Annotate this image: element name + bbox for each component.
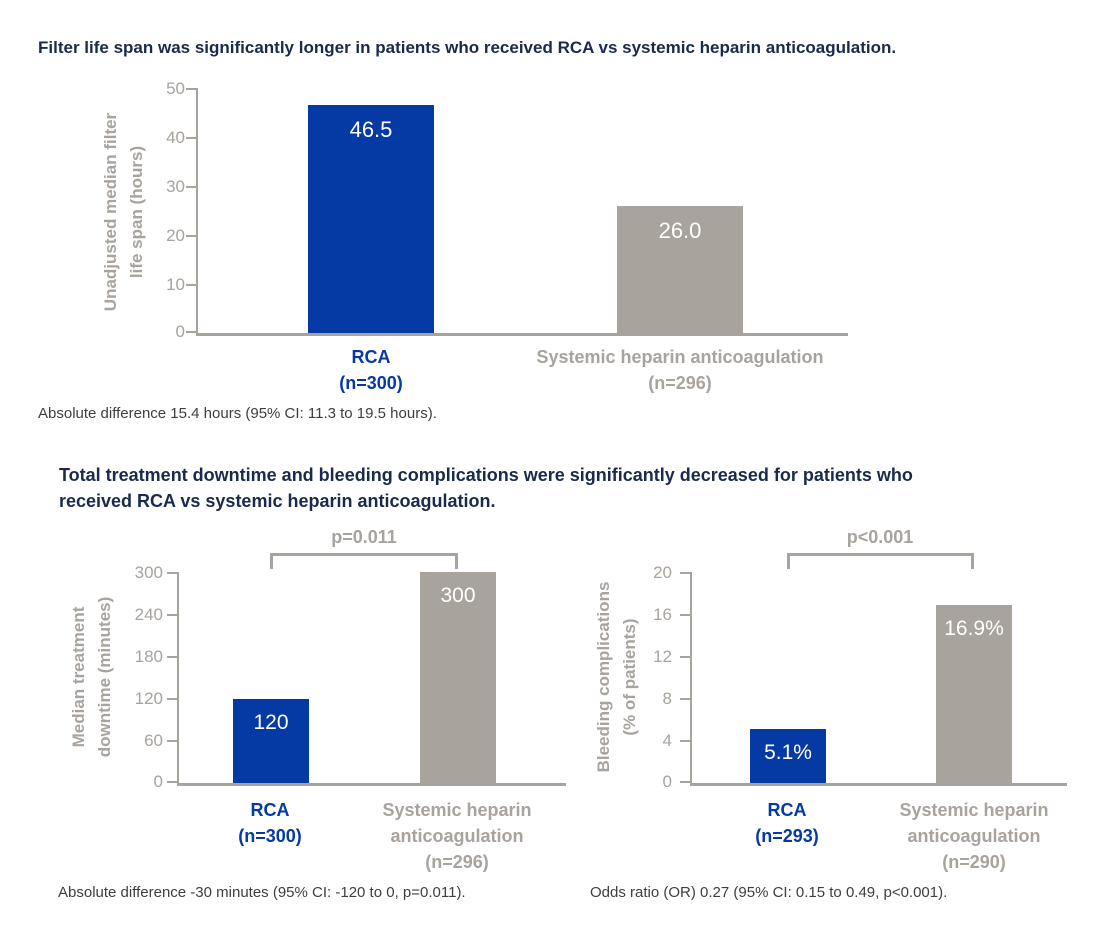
chart1-x-axis-line [196,333,848,336]
chart2-ytick-240: 240 [134,605,163,624]
chart3-tick-mark [680,572,690,574]
chart2-x-label-rca-line1: RCA [250,800,290,820]
chart1-x-label-heparin: Systemic heparin anticoagulation (n=296) [505,344,855,396]
chart1-tick-mark [186,137,196,139]
chart1-tick-mark [186,88,196,90]
chart2-y-axis-label-line2: downtime (minutes) [95,596,114,758]
chart3-tick-mark [680,698,690,700]
chart2-footnote: Absolute difference -30 minutes (95% CI:… [58,884,466,901]
chart3-ytick-4: 4 [662,731,672,750]
chart2-bar-heparin: 300 [420,572,496,783]
chart3-footnote: Odds ratio (OR) 0.27 (95% CI: 0.15 to 0.… [590,884,948,901]
chart1-bar-heparin: 26.0 [617,205,743,333]
chart3-tick-mark [680,781,690,783]
chart3-x-label-rca-line1: RCA [767,800,807,820]
chart1-tick-mark [186,186,196,188]
chart1-x-label-rca: RCA (n=300) [291,344,451,396]
chart2-ytick-60: 60 [144,731,163,750]
chart1-y-axis-label: Unadjusted median filter life span (hour… [98,82,152,342]
chart3-x-label-heparin-line2: anticoagulation [907,826,1041,846]
chart3-x-label-heparin-line1: Systemic heparin [899,800,1049,820]
chart3-significance-bracket [787,553,974,556]
chart2-bracket-left-end [270,553,273,569]
chart1-ytick-40: 40 [166,128,185,147]
chart2-ytick-300: 300 [134,563,163,582]
chart2-y-axis-line [177,572,179,786]
chart3-tick-mark [680,614,690,616]
chart1-bar-rca-value: 46.5 [349,117,393,143]
chart1-ytick-30: 30 [166,177,185,196]
chart2-bar-heparin-value: 300 [440,584,476,607]
chart2-x-label-heparin: Systemic heparin anticoagulation (n=296) [347,797,567,875]
chart1-ytick-50: 50 [166,79,185,98]
chart1-ytick-20: 20 [166,226,185,245]
chart3-x-label-heparin: Systemic heparin anticoagulation (n=290) [864,797,1084,875]
chart2-tick-mark [167,656,177,658]
chart2-x-label-heparin-line2: anticoagulation [390,826,524,846]
chart1-tick-mark [186,235,196,237]
chart2-bracket-right-end [455,553,458,569]
chart1-tick-mark [186,284,196,286]
chart1-tick-mark [186,331,196,333]
chart3-y-axis-line [690,572,692,786]
chart1-footnote: Absolute difference 15.4 hours (95% CI: … [38,405,437,422]
chart3-bar-rca: 5.1% [750,729,826,783]
chart3-x-label-rca: RCA (n=293) [707,797,867,849]
chart1-bar-heparin-value: 26.0 [658,217,702,243]
chart3-bar-rca-value: 5.1% [764,741,812,765]
chart2-tick-mark [167,781,177,783]
chart3-p-value: p<0.001 [846,527,914,547]
chart2-bar-rca-value: 120 [253,710,289,734]
chart2-y-axis-label-line1: Median treatment [69,606,88,748]
section2-heading: Total treatment downtime and bleeding co… [59,462,1089,514]
chart3-bar-heparin: 16.9% [936,604,1012,783]
chart2-x-label-rca-line2: (n=300) [238,826,302,846]
chart3-x-label-heparin-line3: (n=290) [942,852,1006,872]
chart2-x-label-heparin-line1: Systemic heparin [382,800,532,820]
chart2-tick-mark [167,698,177,700]
chart3-ytick-12: 12 [653,647,672,666]
chart2-tick-mark [167,572,177,574]
chart2-ytick-0: 0 [153,772,163,791]
chart3-ytick-8: 8 [662,689,672,708]
chart3-ytick-16: 16 [653,605,672,624]
chart3-bracket-left-end [787,553,790,569]
chart3-y-axis-label-line1: Bleeding complications [594,581,613,773]
chart2-x-axis-line [177,783,566,786]
chart3-tick-mark [680,656,690,658]
chart2-ytick-180: 180 [134,647,163,666]
chart2-p-value: p=0.011 [331,527,397,547]
chart3-bracket-right-end [971,553,974,569]
chart1-x-label-rca-line1: RCA [351,347,391,367]
chart1-bar-rca: 46.5 [308,105,434,333]
chart1-y-axis-label-line2: life span (hours) [127,145,146,279]
chart2-tick-mark [167,740,177,742]
section2-heading-line1: Total treatment downtime and bleeding co… [59,465,913,485]
chart1-y-axis-line [196,88,198,336]
chart2-bar-rca: 120 [233,698,309,783]
chart2-x-label-heparin-line3: (n=296) [425,852,489,872]
chart2-x-label-rca: RCA (n=300) [190,797,350,849]
chart3-ytick-0: 0 [662,772,672,791]
chart2-significance-bracket [270,553,458,556]
chart1-x-label-heparin-line1: Systemic heparin anticoagulation [536,347,824,367]
chart1-x-label-heparin-line2: (n=296) [648,373,712,393]
chart2-ytick-120: 120 [134,689,163,708]
chart3-y-axis-label-line2: (% of patients) [620,618,639,736]
chart1-ytick-10: 10 [166,275,185,294]
section1-heading: Filter life span was significantly longe… [38,38,897,57]
chart3-x-label-rca-line2: (n=293) [755,826,819,846]
chart3-ytick-20: 20 [653,563,672,582]
chart1-ytick-0: 0 [175,322,185,341]
chart3-bar-heparin-value: 16.9% [944,616,1004,640]
chart2-y-axis-label: Median treatment downtime (minutes) [66,567,120,787]
chart3-tick-mark [680,740,690,742]
chart3-y-axis-label: Bleeding complications (% of patients) [591,562,645,792]
chart1-x-label-rca-line2: (n=300) [339,373,403,393]
chart2-tick-mark [167,614,177,616]
chart3-x-axis-line [690,783,1067,786]
chart1-y-axis-label-line1: Unadjusted median filter [101,112,120,312]
section2-heading-line2: received RCA vs systemic heparin anticoa… [59,491,496,511]
